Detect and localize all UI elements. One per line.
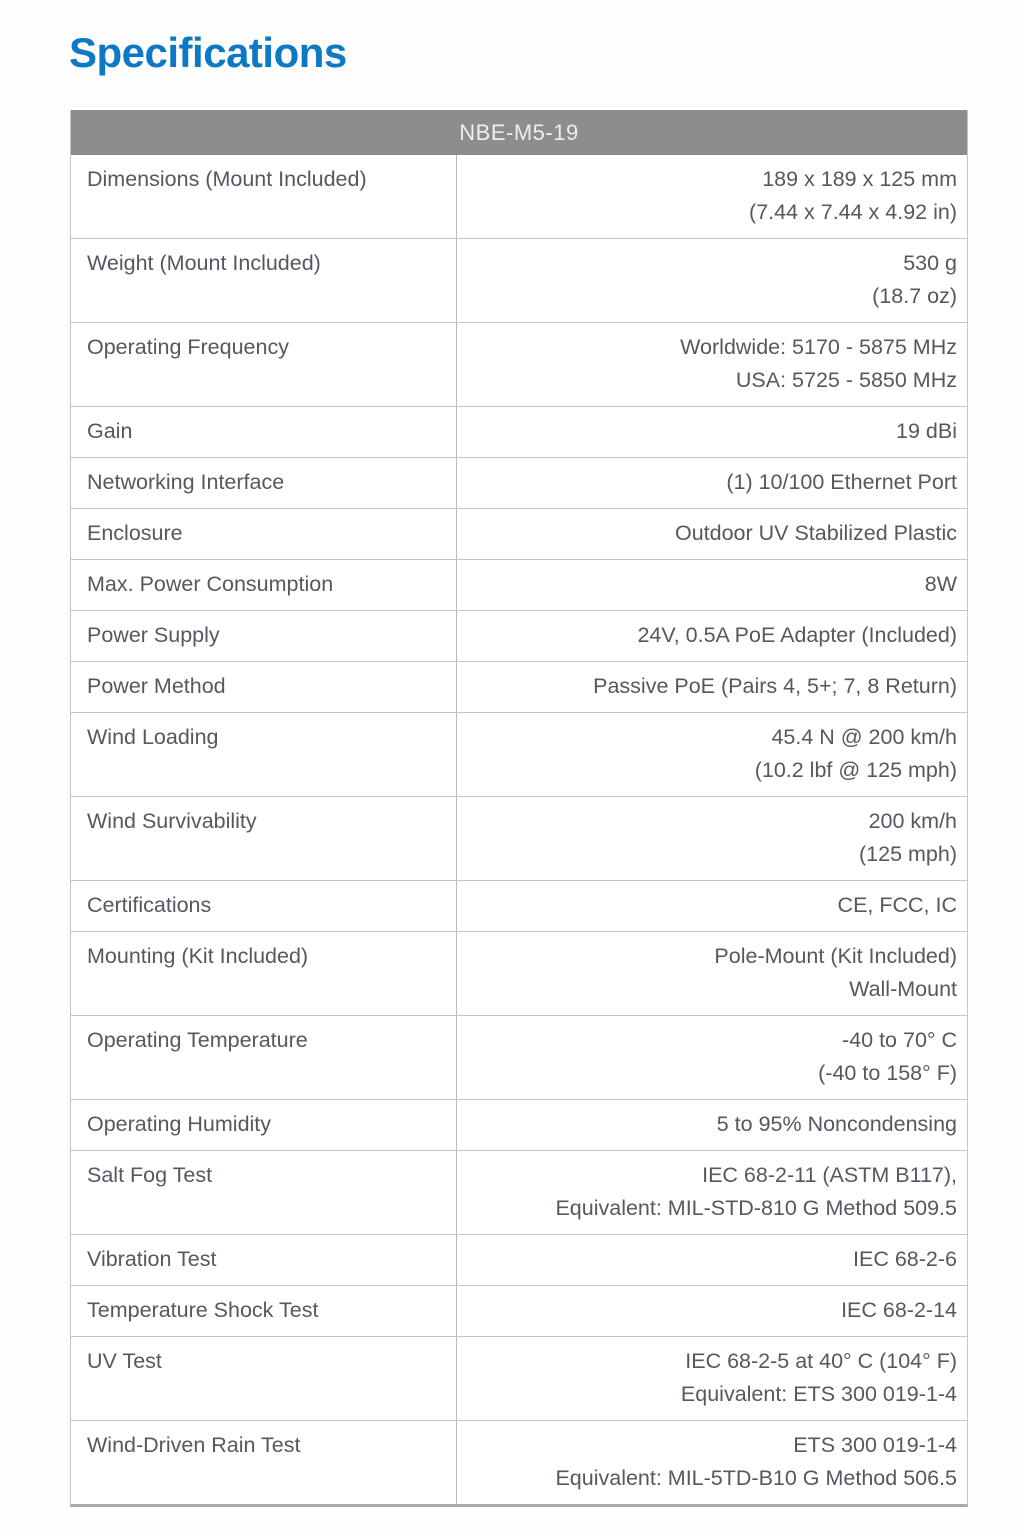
table-row: Vibration Test IEC 68-2-6 xyxy=(71,1234,967,1285)
table-header-model: NBE-M5-19 xyxy=(71,110,967,155)
row-value: Worldwide: 5170 - 5875 MHz USA: 5725 - 58… xyxy=(456,323,967,406)
table-row: Temperature Shock Test IEC 68-2-14 xyxy=(71,1285,967,1336)
row-label: Salt Fog Test xyxy=(87,1163,213,1187)
row-value: 8W xyxy=(456,560,967,610)
table-row: Gain 19 dBi xyxy=(71,406,967,457)
row-label: UV Test xyxy=(87,1349,162,1373)
row-value: 530 g (18.7 oz) xyxy=(456,239,967,322)
row-value: CE, FCC, IC xyxy=(456,881,967,931)
value-line: CE, FCC, IC xyxy=(837,893,957,917)
table-row: Dimensions (Mount Included) 189 x 189 x 1… xyxy=(71,155,967,238)
value-line: 530 g xyxy=(903,251,957,275)
row-label: Weight (Mount Included) xyxy=(87,251,321,275)
row-label: Vibration Test xyxy=(87,1247,217,1271)
table-row: Mounting (Kit Included) Pole-Mount (Kit I… xyxy=(71,931,967,1015)
table-row: Salt Fog Test IEC 68-2-11 (ASTM B117), Equ… xyxy=(71,1150,967,1234)
value-line: 19 dBi xyxy=(896,419,957,443)
table-row: Certifications CE, FCC, IC xyxy=(71,880,967,931)
row-value: Passive PoE (Pairs 4, 5+; 7, 8 Return) xyxy=(456,662,967,712)
table-row: Operating Frequency Worldwide: 5170 - 587… xyxy=(71,322,967,406)
row-label: Certifications xyxy=(87,893,212,917)
row-value: 19 dBi xyxy=(456,407,967,457)
value-line: (10.2 lbf @ 125 mph) xyxy=(754,758,957,782)
value-line: (125 mph) xyxy=(859,842,957,866)
row-label: Temperature Shock Test xyxy=(87,1298,319,1322)
table-row: UV Test IEC 68-2-5 at 40° C (104° F) Equiv… xyxy=(71,1336,967,1420)
row-label: Wind Survivability xyxy=(87,809,257,833)
value-line: IEC 68-2-5 at 40° C (104° F) xyxy=(685,1349,957,1373)
row-label: Power Supply xyxy=(87,623,220,647)
row-value: IEC 68-2-11 (ASTM B117), Equivalent: MIL-… xyxy=(456,1151,967,1234)
row-label: Gain xyxy=(87,419,133,443)
table-row: Wind Survivability 200 km/h (125 mph) xyxy=(71,796,967,880)
row-label: Wind-Driven Rain Test xyxy=(87,1433,301,1457)
value-line: IEC 68-2-6 xyxy=(853,1247,957,1271)
value-line: Passive PoE (Pairs 4, 5+; 7, 8 Return) xyxy=(593,674,957,698)
row-label: Mounting (Kit Included) xyxy=(87,944,309,968)
row-value: 45.4 N @ 200 km/h (10.2 lbf @ 125 mph) xyxy=(456,713,967,796)
value-line: 189 x 189 x 125 mm xyxy=(762,167,957,191)
value-line: Equivalent: MIL-5TD-B10 G Method 506.5 xyxy=(555,1466,957,1490)
table-row: Power Method Passive PoE (Pairs 4, 5+; 7,… xyxy=(71,661,967,712)
value-line: ETS 300 019-1-4 xyxy=(793,1433,957,1457)
row-value: IEC 68-2-14 xyxy=(456,1286,967,1336)
value-line: IEC 68-2-14 xyxy=(841,1298,957,1322)
value-line: (7.44 x 7.44 x 4.92 in) xyxy=(749,200,957,224)
row-value: -40 to 70° C (-40 to 158° F) xyxy=(456,1016,967,1099)
row-value: (1) 10/100 Ethernet Port xyxy=(456,458,967,508)
row-label: Operating Humidity xyxy=(87,1112,272,1136)
table-row: Wind Loading 45.4 N @ 200 km/h (10.2 lbf @… xyxy=(71,712,967,796)
table-row: Max. Power Consumption 8W xyxy=(71,559,967,610)
row-label: Power Method xyxy=(87,674,226,698)
value-line: Worldwide: 5170 - 5875 MHz xyxy=(680,335,957,359)
table-row: Weight (Mount Included) 530 g (18.7 oz) xyxy=(71,238,967,322)
row-label: Enclosure xyxy=(87,521,183,545)
value-line: USA: 5725 - 5850 MHz xyxy=(735,368,957,392)
row-value: 200 km/h (125 mph) xyxy=(456,797,967,880)
row-value: Pole-Mount (Kit Included) Wall-Mount xyxy=(456,932,967,1015)
row-value: ETS 300 019-1-4 Equivalent: MIL-5TD-B10 G… xyxy=(456,1421,967,1504)
value-line: 45.4 N @ 200 km/h xyxy=(771,725,957,749)
row-label: Dimensions (Mount Included) xyxy=(87,167,367,191)
table-body: Dimensions (Mount Included) 189 x 189 x 1… xyxy=(71,155,967,1504)
table-row: Wind-Driven Rain Test ETS 300 019-1-4 Equi… xyxy=(71,1420,967,1504)
row-value: IEC 68-2-6 xyxy=(456,1235,967,1285)
value-line: (1) 10/100 Ethernet Port xyxy=(726,470,957,494)
table-row: Operating Temperature -40 to 70° C (-40 to… xyxy=(71,1015,967,1099)
row-value: 189 x 189 x 125 mm (7.44 x 7.44 x 4.92 in… xyxy=(456,155,967,238)
row-label: Operating Temperature xyxy=(87,1028,308,1052)
value-line: Equivalent: MIL-STD-810 G Method 509.5 xyxy=(555,1196,957,1220)
spec-table: NBE-M5-19 Dimensions (Mount Included) 189… xyxy=(70,110,968,1507)
table-row: Networking Interface (1) 10/100 Ethernet … xyxy=(71,457,967,508)
row-value: Outdoor UV Stabilized Plastic xyxy=(456,509,967,559)
value-line: Equivalent: ETS 300 019-1-4 xyxy=(680,1382,957,1406)
table-row: Operating Humidity 5 to 95% Noncondensing xyxy=(71,1099,967,1150)
table-row: Power Supply 24V, 0.5A PoE Adapter (Inclu… xyxy=(71,610,967,661)
row-value: 24V, 0.5A PoE Adapter (Included) xyxy=(456,611,967,661)
value-line: IEC 68-2-11 (ASTM B117), xyxy=(702,1163,957,1187)
row-value: 5 to 95% Noncondensing xyxy=(456,1100,967,1150)
value-line: -40 to 70° C xyxy=(842,1028,957,1052)
value-line: Outdoor UV Stabilized Plastic xyxy=(674,521,957,545)
table-row: Enclosure Outdoor UV Stabilized Plastic xyxy=(71,508,967,559)
value-line: 24V, 0.5A PoE Adapter (Included) xyxy=(637,623,957,647)
value-line: (18.7 oz) xyxy=(872,284,957,308)
value-line: Pole-Mount (Kit Included) xyxy=(714,944,957,968)
row-label: Wind Loading xyxy=(87,725,219,749)
value-line: 8W xyxy=(924,572,957,596)
value-line: 5 to 95% Noncondensing xyxy=(716,1112,957,1136)
page-title: Specifications xyxy=(69,29,347,76)
value-line: Wall-Mount xyxy=(849,977,957,1001)
row-label: Operating Frequency xyxy=(87,335,289,359)
row-label: Max. Power Consumption xyxy=(87,572,334,596)
row-value: IEC 68-2-5 at 40° C (104° F) Equivalent: … xyxy=(456,1337,967,1420)
value-line: (-40 to 158° F) xyxy=(818,1061,957,1085)
row-label: Networking Interface xyxy=(87,470,285,494)
value-line: 200 km/h xyxy=(868,809,957,833)
